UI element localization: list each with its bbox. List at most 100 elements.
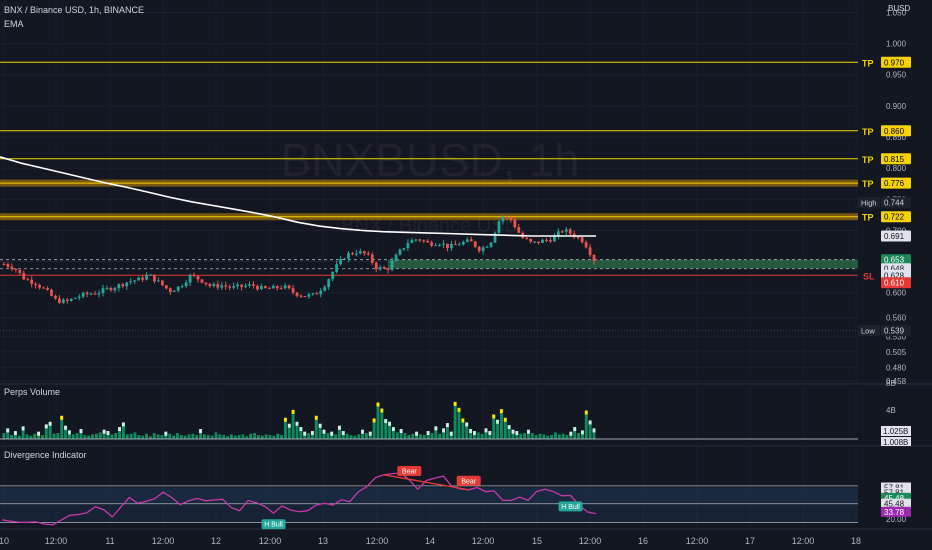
bull-marker-label: H Bull xyxy=(264,522,283,529)
volume-bar xyxy=(268,435,272,439)
volume-bar xyxy=(534,435,538,439)
candle-body xyxy=(430,242,434,246)
time-tick-label: 11 xyxy=(105,536,114,546)
price-tag-box xyxy=(881,277,911,289)
candle-body xyxy=(26,279,30,281)
perps-volume-pane xyxy=(0,401,858,440)
volume-bar xyxy=(557,434,561,439)
candle-body xyxy=(141,277,144,280)
candle-body xyxy=(244,285,247,287)
price-tick-label: 0.800 xyxy=(886,164,907,173)
sl-label: SL xyxy=(863,271,875,281)
candle-body xyxy=(81,292,85,297)
volume-bar xyxy=(129,433,133,439)
volume-bar-highlight xyxy=(415,431,419,436)
volume-bar xyxy=(388,421,392,439)
price-tag-value: 0.691 xyxy=(884,232,905,241)
volume-bar xyxy=(114,433,118,439)
volume-bar-highlight xyxy=(106,431,110,436)
candle-body xyxy=(553,235,556,242)
candle-body xyxy=(216,284,220,288)
candle-body xyxy=(113,288,117,291)
candle-body xyxy=(319,290,323,295)
volume-bar-highlight xyxy=(584,410,588,415)
volume-bar xyxy=(241,434,245,439)
candle-body xyxy=(592,255,596,261)
candle-body xyxy=(580,237,584,243)
volume-bar-highlight xyxy=(121,422,125,427)
candle-body xyxy=(489,242,493,247)
candle-body xyxy=(588,247,592,256)
candle-body xyxy=(327,279,331,288)
volume-bar-highlight xyxy=(426,431,430,436)
candle-body xyxy=(370,254,374,263)
candle-body xyxy=(323,287,327,291)
volume-bar xyxy=(287,423,291,439)
candle-body xyxy=(168,288,172,292)
time-tick-label: 12:00 xyxy=(366,536,389,546)
volume-bar-highlight xyxy=(361,429,365,434)
volume-bar xyxy=(407,435,411,439)
volume-bar-highlight xyxy=(496,419,500,424)
volume-bar-highlight xyxy=(449,431,453,436)
candle-body xyxy=(343,258,346,260)
ema-line xyxy=(0,156,596,237)
volume-bar-highlight xyxy=(303,431,307,436)
candle-body xyxy=(315,293,319,295)
volume-bar-highlight xyxy=(287,423,291,428)
candle-body xyxy=(58,298,61,303)
volume-bar xyxy=(276,433,280,439)
volume-bar-highlight xyxy=(341,431,345,436)
volume-bar xyxy=(52,433,56,439)
symbol-watermark: BNXBUSD, 1h BNX / Binance USD xyxy=(280,134,579,237)
volume-value: 1.025B xyxy=(883,427,908,436)
candle-body xyxy=(18,269,22,273)
volume-bar-highlight xyxy=(330,431,334,436)
candle-body xyxy=(228,286,232,288)
volume-bar xyxy=(125,434,129,439)
volume-bar xyxy=(318,423,322,439)
price-tick-label: 0.560 xyxy=(886,314,907,323)
candle-body xyxy=(378,267,382,270)
bear-marker-label: Bear xyxy=(402,468,417,475)
volume-bar xyxy=(577,433,581,439)
divergence-tag-box xyxy=(881,506,911,517)
volume-bar xyxy=(307,433,311,439)
volume-bar-highlight xyxy=(291,409,295,414)
candle-body xyxy=(97,293,101,295)
candle-body xyxy=(331,272,335,280)
price-tag-label-box xyxy=(858,325,880,337)
candle-body xyxy=(358,251,362,254)
volume-bar xyxy=(141,435,145,439)
candle-body xyxy=(85,292,89,294)
candle-body xyxy=(568,229,572,234)
volume-bar-highlight xyxy=(79,429,83,434)
price-tag-box xyxy=(881,325,911,337)
volume-bar xyxy=(391,427,395,439)
divergence-indicator-pane: Bear Bear H Bull H Bull xyxy=(0,465,858,530)
volume-bar-highlight xyxy=(102,429,106,434)
volume-bar xyxy=(542,434,546,439)
divergence-line xyxy=(1,472,597,526)
volume-bar-highlight xyxy=(569,431,573,436)
time-axis[interactable]: 10 12:00 11 12:00 12 12:00 13 12:00 14 12:00 15 12:… xyxy=(0,536,861,546)
watermark-symbol: BNXBUSD, 1h xyxy=(280,134,579,186)
volume-bar-highlight xyxy=(484,428,488,433)
volume-bar xyxy=(148,436,152,439)
volume-bar-highlight xyxy=(44,424,48,429)
volume-value-box xyxy=(881,426,911,436)
volume-bar-highlight xyxy=(457,407,461,412)
volume-bar xyxy=(442,428,446,439)
price-tick-label: 0.458 xyxy=(886,377,907,386)
candle-body xyxy=(50,289,53,296)
volume-bar xyxy=(75,433,79,439)
volume-bar-highlight xyxy=(465,422,469,427)
candle-body xyxy=(101,288,105,294)
volume-bar xyxy=(249,433,253,439)
candle-body xyxy=(232,286,236,288)
candle-body xyxy=(65,299,69,301)
volume-bar xyxy=(295,421,299,439)
candle-body xyxy=(192,274,196,277)
candle-body xyxy=(184,282,188,287)
